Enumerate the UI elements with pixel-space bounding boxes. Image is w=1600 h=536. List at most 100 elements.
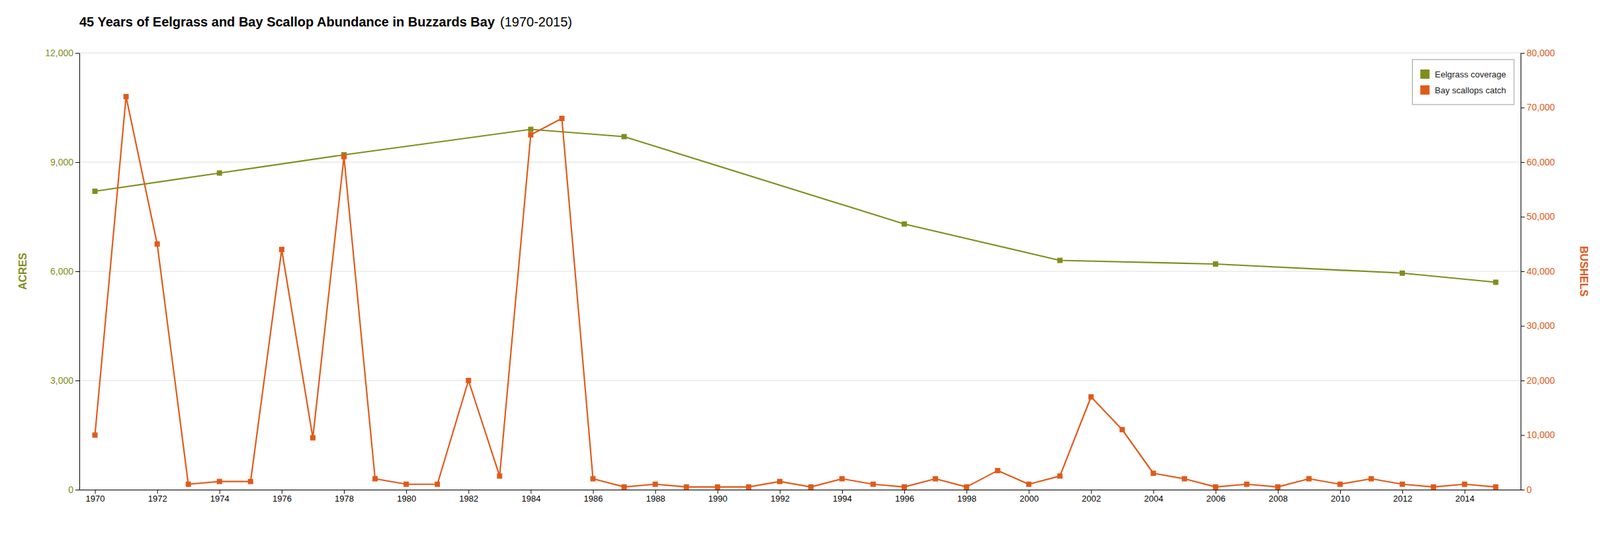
tick: 40,000	[1520, 265, 1556, 277]
tick-mark	[1464, 489, 1466, 494]
tick-mark	[1520, 52, 1525, 54]
tick-mark	[1153, 489, 1155, 494]
marker	[558, 115, 565, 122]
tick-label: 1978	[334, 493, 354, 504]
marker	[1399, 481, 1405, 487]
marker	[92, 432, 98, 438]
marker	[310, 435, 316, 441]
tick-label: 2008	[1268, 493, 1288, 504]
legend-item: Bay scallops catch	[1420, 85, 1507, 96]
tick: 1992	[770, 489, 790, 504]
legend: Eelgrass coverage Bay scallops catch	[1412, 59, 1515, 105]
tick-mark	[966, 489, 968, 494]
legend-item: Eelgrass coverage	[1420, 69, 1507, 80]
tick: 1972	[148, 489, 168, 504]
tick-mark	[1520, 162, 1525, 163]
legend-swatch	[1420, 85, 1430, 95]
tick-mark	[779, 489, 781, 494]
marker	[372, 476, 378, 482]
tick-label: 2012	[1392, 493, 1413, 504]
tick: 1976	[272, 489, 292, 504]
tick: 9,000	[50, 156, 80, 168]
marker	[808, 484, 814, 490]
tick: 3,000	[50, 375, 80, 386]
tick-label: 10,000	[1526, 429, 1556, 440]
tick-label: 60,000	[1526, 156, 1556, 168]
marker	[590, 476, 596, 482]
tick: 2012	[1392, 489, 1413, 504]
tick: 1986	[584, 489, 604, 504]
marker	[870, 481, 876, 487]
tick-mark	[281, 489, 283, 494]
tick-label: 1972	[148, 493, 168, 504]
marker	[527, 132, 534, 138]
tick-label: 1994	[832, 493, 852, 504]
legend-label: Bay scallops catch	[1434, 85, 1507, 96]
marker	[1181, 476, 1188, 482]
tick-label: 70,000	[1526, 101, 1556, 113]
tick: 2004	[1144, 489, 1164, 504]
marker	[683, 484, 690, 490]
tick: 2006	[1206, 489, 1226, 504]
tick-label: 40,000	[1526, 265, 1556, 277]
tick-label: 1996	[894, 493, 915, 504]
marker	[123, 93, 129, 100]
tick-mark	[717, 489, 719, 494]
tick-label: 9,000	[50, 156, 74, 168]
marker	[154, 241, 161, 247]
marker	[652, 481, 659, 487]
marker	[403, 481, 409, 487]
marker	[621, 134, 628, 140]
tick: 50,000	[1520, 210, 1556, 222]
marker	[1461, 481, 1468, 487]
marker	[1337, 481, 1343, 487]
marker	[279, 246, 285, 253]
grid-line	[79, 489, 1521, 491]
marker	[1399, 270, 1405, 276]
tick-mark	[75, 162, 80, 163]
tick-mark	[1520, 271, 1525, 272]
tick-mark	[593, 489, 594, 494]
marker	[901, 484, 907, 490]
marker	[465, 377, 471, 383]
tick-mark	[157, 489, 159, 494]
tick-label: 1970	[85, 493, 106, 504]
y-axis: 03,0006,0009,00012,000	[44, 47, 80, 495]
tick: 1990	[708, 489, 728, 504]
y2-axis-title: BUSHELS	[1578, 246, 1590, 297]
tick-mark	[95, 489, 96, 494]
axis-line	[80, 489, 1522, 491]
tick-mark	[1520, 489, 1525, 491]
series-group	[92, 93, 1499, 490]
tick-mark	[1402, 489, 1403, 494]
tick-mark	[1520, 435, 1525, 436]
tick: 2010	[1330, 489, 1350, 504]
marker	[621, 484, 628, 490]
marker	[746, 484, 752, 490]
tick-label: 2004	[1144, 493, 1164, 504]
subtitle: (1970-2015)	[500, 14, 573, 30]
tick-label: 1982	[459, 493, 479, 504]
tick-mark	[1277, 489, 1279, 494]
tick-mark	[468, 489, 469, 494]
tick: 2014	[1455, 489, 1475, 504]
tick: 2000	[1019, 489, 1039, 504]
tick: 10,000	[1520, 429, 1556, 440]
tick-mark	[1520, 380, 1525, 381]
tick: 1988	[646, 489, 666, 504]
marker	[1430, 484, 1436, 490]
chart: 1970197219741976197819801982198419861988…	[0, 0, 1600, 536]
marker	[839, 476, 845, 482]
tick: 60,000	[1520, 156, 1556, 168]
marker	[216, 170, 223, 176]
title-line: 45 Years of Eelgrass and Bay Scallop Abu…	[79, 14, 573, 30]
marker	[1306, 476, 1312, 482]
tick: 30,000	[1520, 320, 1556, 331]
grid	[79, 52, 1521, 490]
tick-mark	[75, 489, 80, 491]
plot: 1970197219741976197819801982198419861988…	[17, 47, 1590, 504]
tick: 1982	[459, 489, 479, 504]
marker	[1150, 470, 1157, 476]
tick-label: 1992	[770, 493, 790, 504]
marker	[994, 467, 1001, 473]
